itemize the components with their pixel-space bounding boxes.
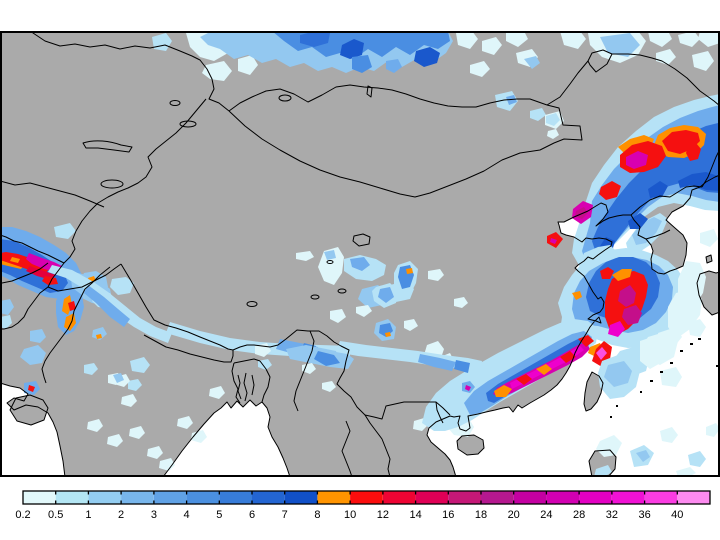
svg-text:10: 10 [344,509,356,521]
svg-text:4: 4 [184,509,190,521]
svg-text:28: 28 [573,509,585,521]
svg-text:3: 3 [151,509,157,521]
svg-text:12: 12 [377,509,389,521]
svg-text:32: 32 [606,509,618,521]
svg-text:6: 6 [249,509,255,521]
svg-text:36: 36 [638,509,650,521]
svg-text:18: 18 [475,509,487,521]
svg-text:20: 20 [508,509,520,521]
svg-text:0.5: 0.5 [48,509,63,521]
svg-text:5: 5 [216,509,222,521]
svg-text:40: 40 [671,509,683,521]
svg-text:7: 7 [282,509,288,521]
svg-text:24: 24 [540,509,552,521]
svg-text:16: 16 [442,509,454,521]
svg-text:1: 1 [85,509,91,521]
svg-text:8: 8 [314,509,320,521]
svg-text:0.2: 0.2 [15,509,30,521]
svg-text:14: 14 [409,509,421,521]
svg-text:2: 2 [118,509,124,521]
